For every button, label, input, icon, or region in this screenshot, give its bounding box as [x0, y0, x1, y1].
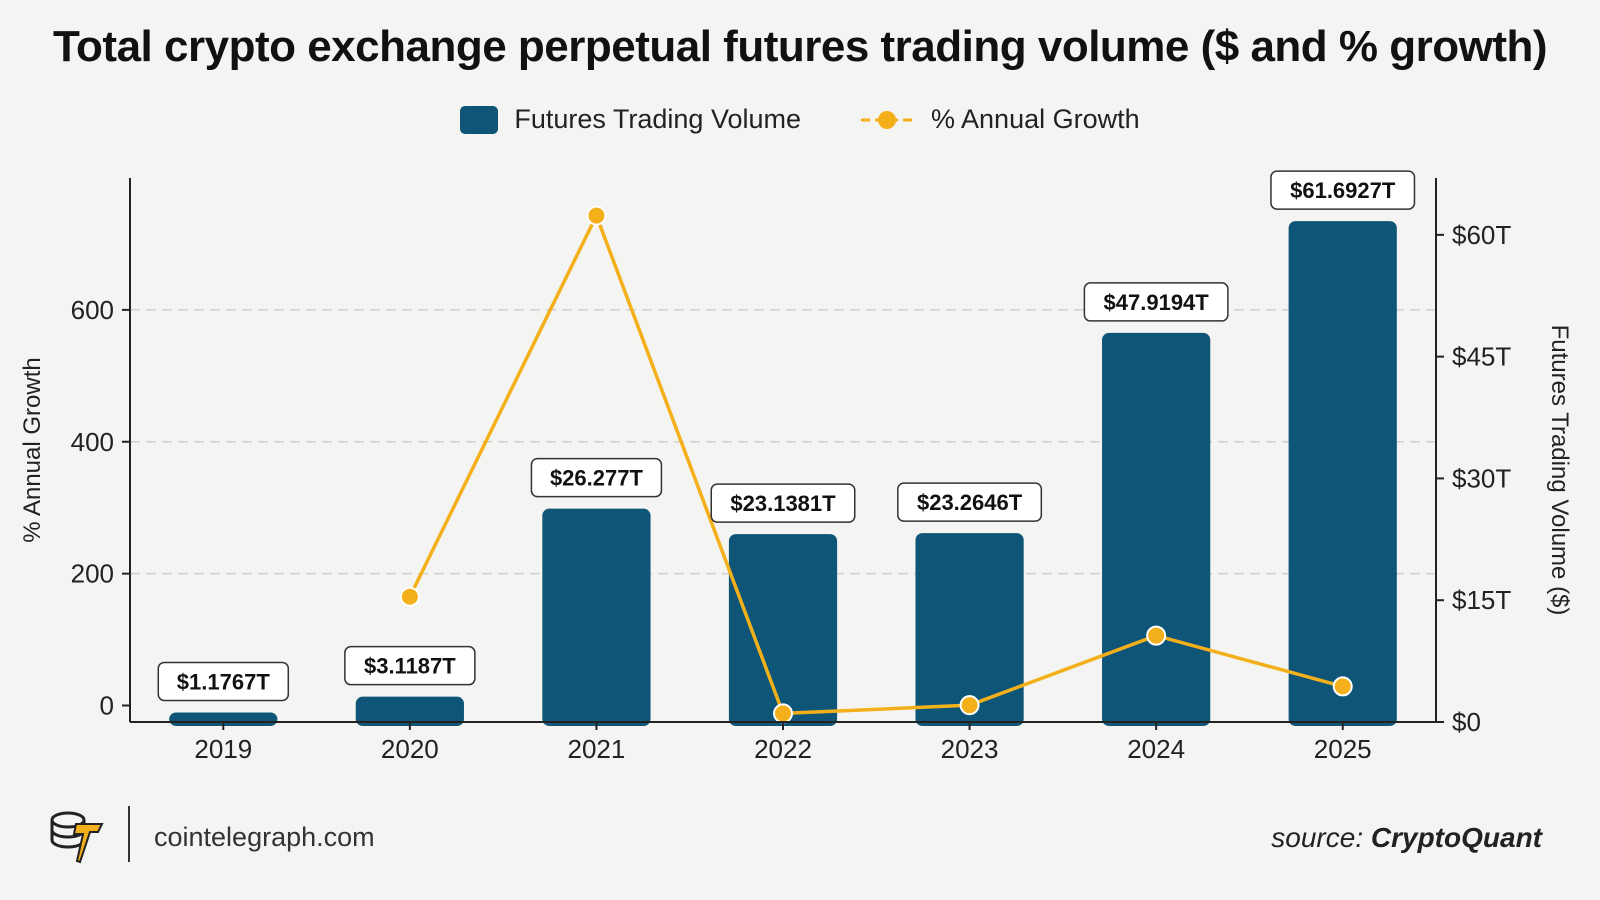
value-label: $3.1187T: [364, 654, 456, 679]
footer-divider: [128, 806, 130, 862]
legend-bar-swatch: [460, 105, 499, 134]
growth-point: [399, 586, 420, 607]
left-tick-label: 200: [71, 559, 114, 589]
left-tick-label: 600: [71, 295, 114, 325]
growth-line: [408, 213, 1344, 716]
growth-point: [586, 205, 607, 226]
bar: [355, 696, 464, 726]
left-tick-label: 400: [71, 427, 114, 457]
footer-site-link[interactable]: cointelegraph.com: [154, 822, 375, 852]
value-label: $61.6927T: [1290, 178, 1396, 203]
x-tick-label: 2020: [381, 734, 439, 764]
legend-item-volume: Futures Trading Volume: [460, 104, 801, 135]
bar-value-labels: $1.1767T $3.1187T $26.277T $23.1381T $23.264…: [157, 170, 1416, 702]
axes: 0 200 400 600 $0 $15T $30T $45T $60T % Annual Gro…: [19, 178, 1573, 764]
cointelegraph-logo-icon: [50, 811, 104, 864]
value-label-box: [530, 457, 663, 498]
value-label-box: [897, 482, 1043, 522]
right-axis-title: Futures Trading Volume ($): [1546, 325, 1573, 616]
bar: [915, 533, 1024, 726]
value-label-box: [710, 483, 856, 523]
x-tick-label: 2022: [754, 734, 812, 764]
grid-lines: [130, 309, 1436, 575]
source-name: CryptoQuant: [1370, 822, 1542, 853]
value-label-box: [344, 645, 476, 686]
x-tick-label: 2025: [1314, 734, 1372, 764]
value-label-box: [1270, 170, 1416, 210]
value-label-box: [1083, 282, 1229, 322]
bar: [1102, 332, 1211, 726]
right-tick-label: $30T: [1452, 463, 1511, 493]
value-label: $47.9194T: [1104, 290, 1210, 315]
x-tick-label: 2024: [1127, 734, 1185, 764]
legend-label-volume: Futures Trading Volume: [514, 104, 802, 134]
bar: [728, 534, 838, 726]
value-label: $23.2646T: [917, 490, 1023, 515]
bar: [542, 508, 651, 726]
bar-series: [169, 221, 1397, 726]
growth-point: [1332, 676, 1353, 697]
value-label-box: [157, 661, 290, 702]
combo-chart: $1.1767T $3.1187T $26.277T $23.1381T $23.264…: [19, 170, 1573, 764]
legend: Futures Trading Volume % Annual Growth: [0, 104, 1600, 135]
left-axis-title: % Annual Growth: [19, 357, 46, 542]
legend-item-growth: % Annual Growth: [859, 104, 1140, 135]
right-tick-label: $60T: [1452, 220, 1511, 250]
chart-title: Total crypto exchange perpetual futures …: [52, 22, 1548, 71]
footer-source: source: CryptoQuant: [1271, 822, 1542, 854]
x-tick-label: 2019: [194, 734, 252, 764]
left-tick-label: 0: [100, 691, 114, 721]
right-tick-label: $45T: [1452, 342, 1511, 372]
growth-point: [959, 695, 980, 716]
value-label: $23.1381T: [730, 491, 836, 516]
value-label: $26.277T: [550, 466, 644, 491]
growth-point: [773, 703, 793, 724]
right-tick-label: $0: [1452, 707, 1481, 737]
x-tick-label: 2021: [568, 734, 626, 764]
legend-line-marker-icon: [861, 110, 914, 129]
x-tick-label: 2023: [941, 734, 999, 764]
growth-point: [1146, 625, 1167, 646]
value-label: $1.1767T: [177, 669, 271, 694]
bar: [1288, 221, 1397, 726]
source-prefix: source:: [1271, 822, 1364, 853]
legend-label-growth: % Annual Growth: [931, 104, 1140, 134]
right-tick-label: $15T: [1452, 585, 1511, 615]
